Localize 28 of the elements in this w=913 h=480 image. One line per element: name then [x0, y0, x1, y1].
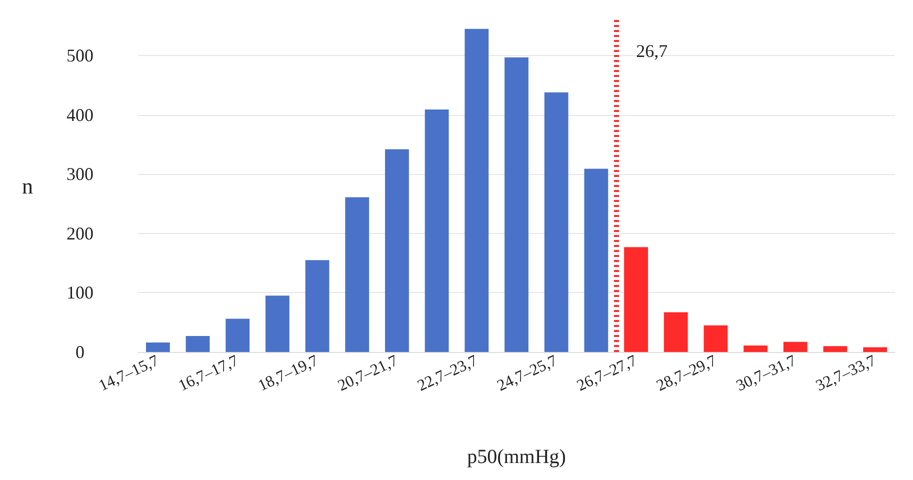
bar	[704, 325, 728, 352]
bar	[664, 312, 688, 352]
y-tick-label: 0	[76, 342, 84, 362]
bar	[226, 318, 250, 352]
bar	[186, 336, 210, 352]
bar	[624, 247, 648, 352]
y-tick-label: 100	[66, 282, 94, 303]
bar	[385, 149, 409, 352]
bar	[584, 168, 608, 352]
bar	[345, 197, 370, 352]
x-axis-title: p50(mmHg)	[467, 446, 566, 468]
y-tick-label: 300	[66, 164, 94, 184]
bar	[744, 345, 768, 352]
y-tick-label: 200	[66, 223, 94, 244]
bar	[265, 296, 290, 352]
y-tick-label: 400	[66, 104, 94, 125]
ref-line-label: 26,7	[636, 41, 668, 61]
bar	[305, 260, 330, 352]
bar	[783, 342, 808, 352]
bar	[544, 92, 568, 352]
y-tick-label: 500	[66, 46, 94, 66]
bar	[863, 347, 888, 352]
bar	[464, 28, 489, 352]
bar	[823, 346, 848, 352]
bar	[504, 57, 528, 352]
bar	[424, 110, 449, 352]
bar	[146, 342, 170, 352]
y-axis-title: n	[22, 174, 33, 198]
